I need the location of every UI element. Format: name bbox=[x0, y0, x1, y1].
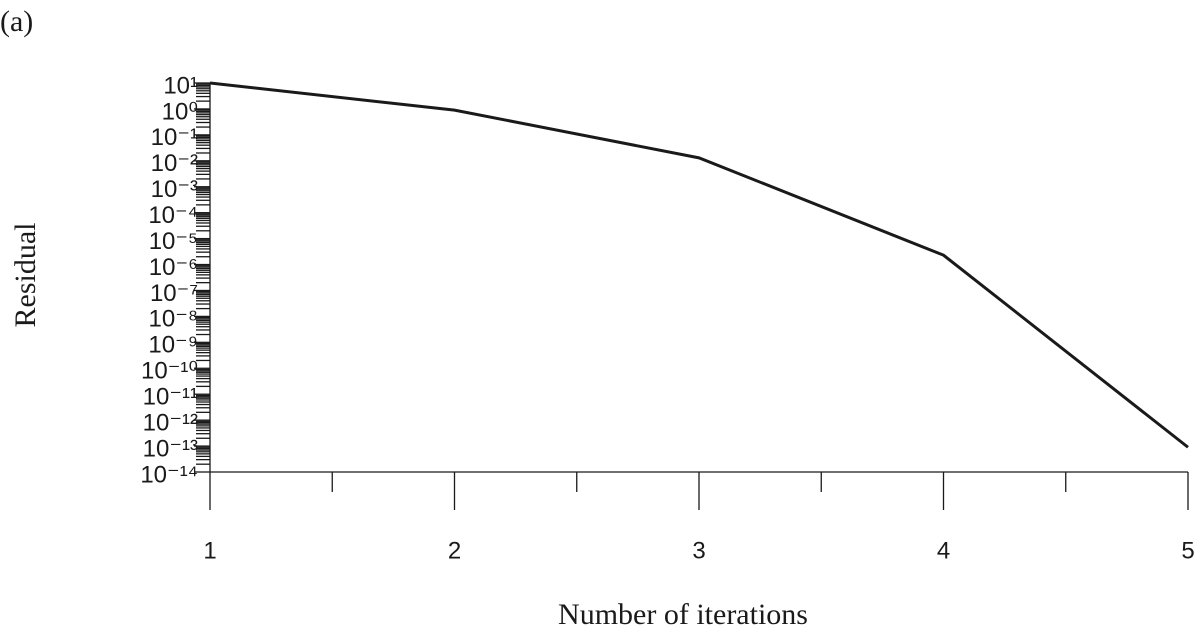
y-tick-label: 10⁻³ bbox=[151, 176, 198, 203]
y-tick-label: 10⁻¹⁴ bbox=[140, 461, 198, 488]
y-tick-label: 10⁻⁶ bbox=[149, 254, 198, 281]
y-tick-label: 10⁰ bbox=[162, 98, 198, 125]
x-tick-label: 2 bbox=[448, 537, 461, 564]
x-axis-label: Number of iterations bbox=[558, 598, 808, 631]
x-tick-label: 1 bbox=[203, 537, 216, 564]
data-line bbox=[209, 81, 1189, 449]
y-tick-label: 10⁻⁸ bbox=[149, 306, 199, 333]
y-tick-label: 10⁻¹³ bbox=[143, 435, 198, 462]
y-tick-label: 10⁻² bbox=[151, 150, 198, 177]
y-tick-label: 10⁻¹⁰ bbox=[141, 358, 198, 385]
y-tick-label: 10⁻⁹ bbox=[148, 332, 198, 359]
y-tick-label: 10⁻⁴ bbox=[148, 202, 198, 229]
y-axis-label: Residual bbox=[9, 223, 42, 328]
panel-label: (a) bbox=[0, 5, 33, 38]
y-tick-label: 10⁻¹¹ bbox=[143, 384, 198, 411]
y-tick-label: 10⁻¹² bbox=[143, 409, 198, 436]
y-tick-label: 10⁻⁵ bbox=[149, 228, 198, 255]
y-tick-label: 10⁻⁷ bbox=[150, 280, 198, 307]
x-tick-label: 4 bbox=[937, 537, 950, 564]
x-tick-label: 3 bbox=[692, 537, 705, 564]
x-tick-label: 5 bbox=[1181, 537, 1194, 564]
y-tick-label: 10¹ bbox=[163, 72, 198, 99]
y-tick-label: 10⁻¹ bbox=[151, 124, 198, 151]
